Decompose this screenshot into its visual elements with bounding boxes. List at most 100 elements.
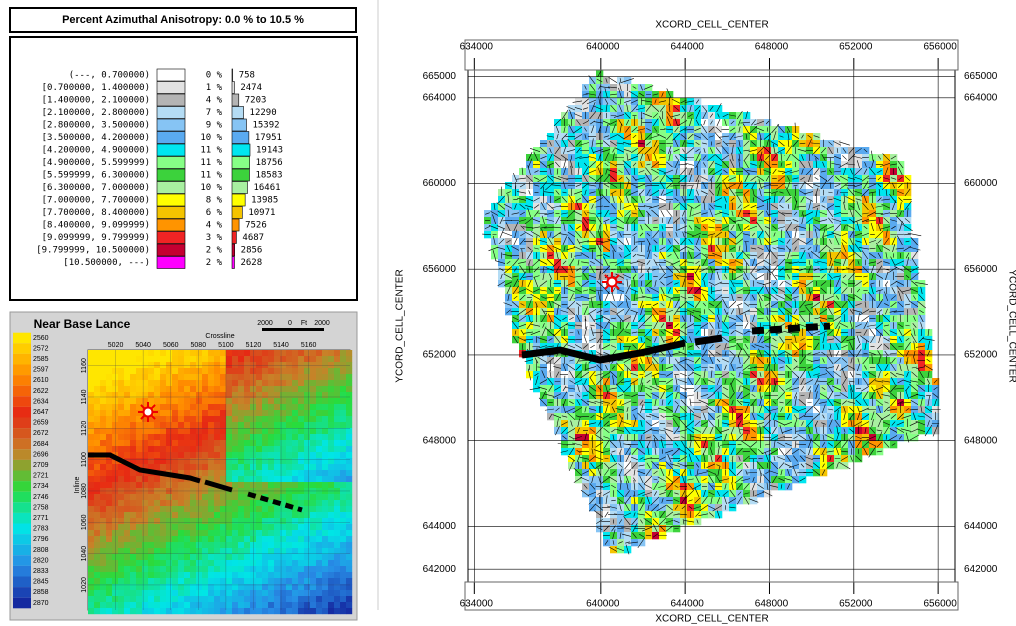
inset-cell [130, 350, 136, 356]
inset-cell [154, 512, 160, 518]
inset-cell [142, 590, 148, 596]
inset-cell [178, 554, 184, 560]
inset-cell [208, 530, 214, 536]
inset-cell [124, 380, 130, 386]
colorbar-label: 2585 [33, 356, 49, 363]
inset-cell [100, 548, 106, 554]
inset-cell [148, 530, 154, 536]
inset-cell [238, 452, 244, 458]
inset-cell [304, 500, 310, 506]
inset-cell [214, 494, 220, 500]
inset-cell [220, 362, 226, 368]
inset-cell [154, 452, 160, 458]
inset-cell [346, 440, 352, 446]
inset-cell [262, 566, 268, 572]
inset-cell [100, 410, 106, 416]
inset-cell [238, 590, 244, 596]
inset-cell [220, 380, 226, 386]
inset-cell [304, 452, 310, 458]
inset-cell [220, 392, 226, 398]
inset-cell [154, 398, 160, 404]
inset-cell [136, 596, 142, 602]
inset-cell [190, 494, 196, 500]
inset-cell [274, 596, 280, 602]
inset-cell [226, 434, 232, 440]
inset-cell [340, 434, 346, 440]
star-core [144, 408, 153, 417]
inset-cell [178, 602, 184, 608]
inset-cell [154, 482, 160, 488]
inset-cell [220, 446, 226, 452]
inset-cell [256, 434, 262, 440]
inset-cell [118, 464, 124, 470]
inset-cell [112, 350, 118, 356]
inset-cell [196, 368, 202, 374]
inset-cell [250, 464, 256, 470]
inset-cell [274, 458, 280, 464]
inset-cell [268, 512, 274, 518]
inset-cell [226, 422, 232, 428]
inset-cell [196, 524, 202, 530]
colorbar-label: 2746 [33, 494, 49, 501]
inset-cell [298, 404, 304, 410]
inset-cell [244, 404, 250, 410]
inset-cell [310, 440, 316, 446]
inset-cell [328, 500, 334, 506]
inset-cell [292, 494, 298, 500]
inset-cell [322, 350, 328, 356]
inset-cell [346, 542, 352, 548]
inset-cell [196, 554, 202, 560]
inset-cell [88, 404, 94, 410]
inset-cell [298, 518, 304, 524]
inset-cell [136, 572, 142, 578]
inset-cell [310, 416, 316, 422]
scale-label: Ft [301, 320, 307, 327]
inset-cell [304, 356, 310, 362]
inset-cell [136, 566, 142, 572]
inset-cell [214, 596, 220, 602]
inset-cell [112, 512, 118, 518]
inset-cell [94, 368, 100, 374]
inset-cell [274, 536, 280, 542]
inset-cell [262, 416, 268, 422]
inset-cell [166, 596, 172, 602]
inset-cell [118, 374, 124, 380]
inset-cell [88, 446, 94, 452]
inset-cell [190, 506, 196, 512]
inset-cell [334, 548, 340, 554]
inset-cell [310, 446, 316, 452]
inset-cell [310, 560, 316, 566]
inset-cell [208, 428, 214, 434]
inset-cell [340, 518, 346, 524]
inset-cell [208, 572, 214, 578]
inset-cell [262, 362, 268, 368]
inset-cell [160, 392, 166, 398]
inset-cell [118, 602, 124, 608]
inset-cell [172, 560, 178, 566]
inset-cell [106, 518, 112, 524]
inset-cell [184, 392, 190, 398]
inset-cell [274, 482, 280, 488]
inset-cell [154, 548, 160, 554]
inset-cell [160, 596, 166, 602]
inset-cell [142, 530, 148, 536]
inset-cell [124, 452, 130, 458]
inset-cell [238, 578, 244, 584]
inset-cell [304, 566, 310, 572]
inset-cell [250, 428, 256, 434]
inset-cell [256, 374, 262, 380]
inset-cell [112, 506, 118, 512]
inset-cell [172, 362, 178, 368]
inset-cell [88, 578, 94, 584]
inset-cell [202, 374, 208, 380]
inset-cell [244, 518, 250, 524]
inset-cell [196, 458, 202, 464]
colorbar-swatch [13, 354, 31, 365]
inset-cell [262, 410, 268, 416]
inset-cell [220, 572, 226, 578]
inset-cell [310, 500, 316, 506]
inset-cell [160, 410, 166, 416]
inset-cell [220, 434, 226, 440]
inset-cell [106, 560, 112, 566]
inset-cell [178, 518, 184, 524]
